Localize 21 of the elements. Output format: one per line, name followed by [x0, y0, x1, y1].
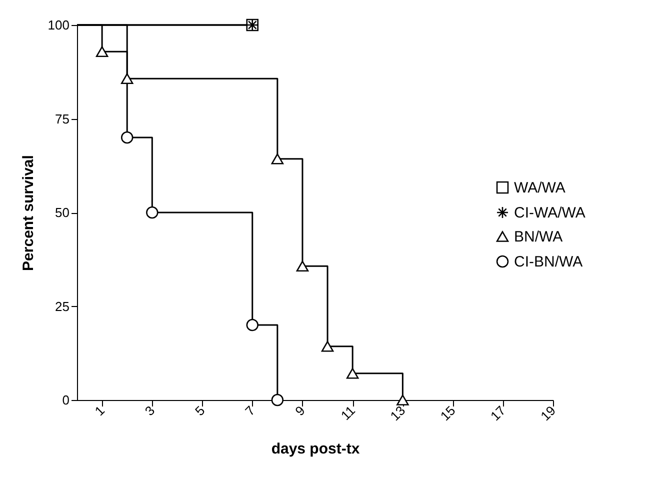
- legend-label: WA/WA: [514, 180, 566, 196]
- y-tick-label: 25: [55, 298, 70, 314]
- legend-label: BN/WA: [514, 228, 563, 246]
- x-tick-label: 3: [142, 402, 158, 419]
- x-axis-title: days post-tx: [271, 440, 360, 458]
- y-tick-label: 50: [55, 205, 70, 220]
- y-tick-label: 100: [48, 18, 70, 32]
- y-tick-label: 0: [62, 392, 70, 408]
- y-tick-label: 75: [55, 111, 70, 126]
- x-tick-label: 15: [437, 402, 458, 424]
- x-tick-label: 1: [92, 402, 108, 419]
- x-tick-label: 9: [292, 402, 308, 419]
- x-tick-label: 19: [538, 402, 558, 424]
- legend-label: CI-BN/WA: [514, 254, 583, 270]
- x-tick-label: 11: [338, 402, 358, 423]
- x-tick-label: 7: [242, 402, 258, 419]
- x-tick-label: 17: [488, 402, 508, 424]
- x-tick-label: 13: [387, 402, 408, 424]
- x-tick-label: 5: [192, 402, 208, 419]
- legend-label: CI-WA/WA: [514, 204, 586, 222]
- y-axis-title: Percent survival: [20, 155, 37, 271]
